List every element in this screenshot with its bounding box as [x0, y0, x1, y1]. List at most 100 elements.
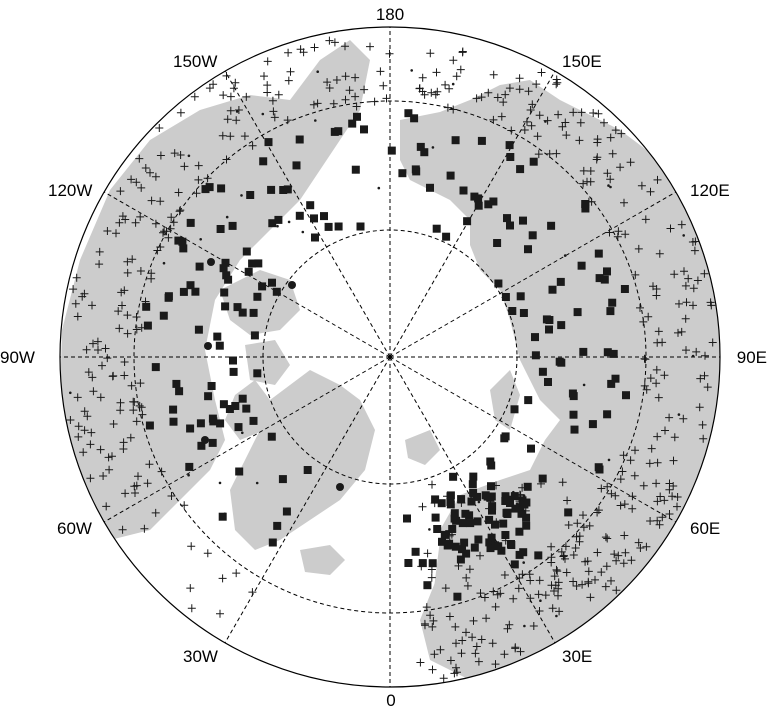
station-marker-plus	[284, 76, 293, 85]
station-marker-plus	[602, 562, 611, 571]
station-marker-square	[442, 232, 451, 241]
station-marker-square	[224, 275, 233, 284]
station-marker-plus	[677, 327, 686, 336]
station-marker-plus	[170, 149, 179, 158]
station-marker-plus	[529, 622, 538, 630]
station-marker-plus	[232, 569, 241, 578]
station-marker-plus	[330, 38, 339, 47]
station-marker-plus	[382, 94, 391, 103]
station-marker-plus	[190, 92, 199, 101]
station-marker-plus	[653, 432, 662, 441]
station-marker-square	[467, 497, 476, 506]
station-marker-plus	[653, 175, 662, 184]
station-marker-plus	[640, 354, 649, 363]
station-marker-plus	[586, 167, 595, 175]
station-marker-square	[233, 303, 242, 312]
station-marker-plus	[420, 619, 429, 628]
station-marker-plus	[654, 327, 663, 336]
station-marker-plus	[526, 106, 535, 114]
station-marker-plus	[351, 92, 360, 101]
station-marker-plus	[222, 71, 231, 80]
station-marker-plus	[703, 383, 712, 392]
station-marker-plus	[652, 365, 661, 374]
station-marker-plus	[550, 587, 558, 595]
station-marker-square	[268, 278, 276, 287]
station-marker-plus	[552, 80, 561, 89]
station-marker-square	[459, 186, 468, 195]
station-marker-plus	[579, 179, 588, 188]
station-marker-plus	[240, 132, 249, 141]
station-marker-plus	[482, 614, 491, 623]
station-marker-square	[268, 538, 277, 547]
station-marker-square	[418, 559, 427, 568]
station-marker-plus	[449, 56, 458, 65]
station-marker-plus	[621, 230, 630, 239]
station-marker-plus	[146, 168, 154, 177]
station-marker-square	[238, 394, 247, 403]
station-marker-plus	[226, 132, 235, 141]
station-marker-square	[426, 183, 434, 192]
station-marker-plus	[641, 215, 650, 224]
station-marker-square	[531, 333, 539, 342]
station-marker-square	[503, 214, 511, 223]
station-marker-plus	[445, 531, 454, 540]
station-marker-plus	[248, 588, 257, 597]
landmass-alaska	[250, 110, 330, 175]
station-marker-square	[488, 502, 497, 511]
station-marker-plus	[682, 346, 690, 355]
station-marker-plus	[132, 178, 141, 187]
station-marker-plus	[157, 467, 166, 476]
label-lon-150e: 150E	[562, 52, 602, 71]
station-marker-plus	[105, 465, 114, 474]
station-marker-square	[295, 211, 304, 220]
station-marker-plus	[423, 549, 432, 558]
station-marker-square	[501, 531, 510, 539]
station-marker-plus	[639, 317, 648, 326]
station-marker-plus	[515, 490, 524, 499]
station-marker-square	[428, 559, 437, 568]
station-marker-plus	[120, 371, 129, 380]
station-marker-square	[456, 555, 465, 564]
station-marker-square	[494, 542, 503, 551]
station-marker-plus	[523, 117, 531, 126]
station-marker-plus	[593, 153, 602, 162]
station-marker-square	[524, 245, 532, 254]
station-marker-plus	[515, 74, 524, 83]
station-marker-plus	[89, 339, 97, 348]
station-marker-plus	[448, 527, 457, 536]
station-marker-square	[142, 302, 151, 311]
station-marker-plus	[323, 78, 332, 87]
station-marker-plus	[135, 154, 144, 163]
station-marker-square	[423, 581, 432, 590]
station-marker-plus	[584, 567, 593, 576]
station-marker-square	[274, 215, 283, 224]
station-marker-plus	[71, 299, 80, 308]
station-marker-square	[534, 551, 543, 560]
station-marker-square	[573, 308, 582, 317]
station-marker-plus	[86, 440, 95, 449]
station-marker-plus	[491, 660, 500, 669]
station-markers	[66, 36, 717, 683]
station-marker-plus	[115, 324, 124, 333]
station-marker-square	[569, 392, 578, 401]
station-marker-plus	[451, 622, 460, 631]
station-marker-plus	[593, 138, 602, 147]
station-marker-square	[510, 492, 519, 501]
station-marker-plus	[636, 303, 644, 312]
station-marker-plus	[501, 536, 510, 545]
station-marker-plus	[537, 68, 546, 77]
station-marker-plus	[98, 361, 106, 370]
station-marker-square	[531, 351, 540, 360]
station-marker-plus	[443, 103, 452, 112]
station-marker-plus	[454, 561, 463, 570]
station-marker-plus	[465, 565, 474, 574]
station-marker-plus	[500, 571, 509, 579]
station-marker-dot	[199, 238, 202, 241]
station-marker-plus	[426, 49, 435, 58]
station-marker-plus	[132, 417, 141, 426]
station-marker-plus	[682, 298, 691, 307]
station-marker-plus	[352, 102, 361, 111]
station-marker-plus	[433, 87, 442, 96]
station-marker-plus	[669, 456, 678, 465]
station-marker-plus	[164, 233, 173, 242]
